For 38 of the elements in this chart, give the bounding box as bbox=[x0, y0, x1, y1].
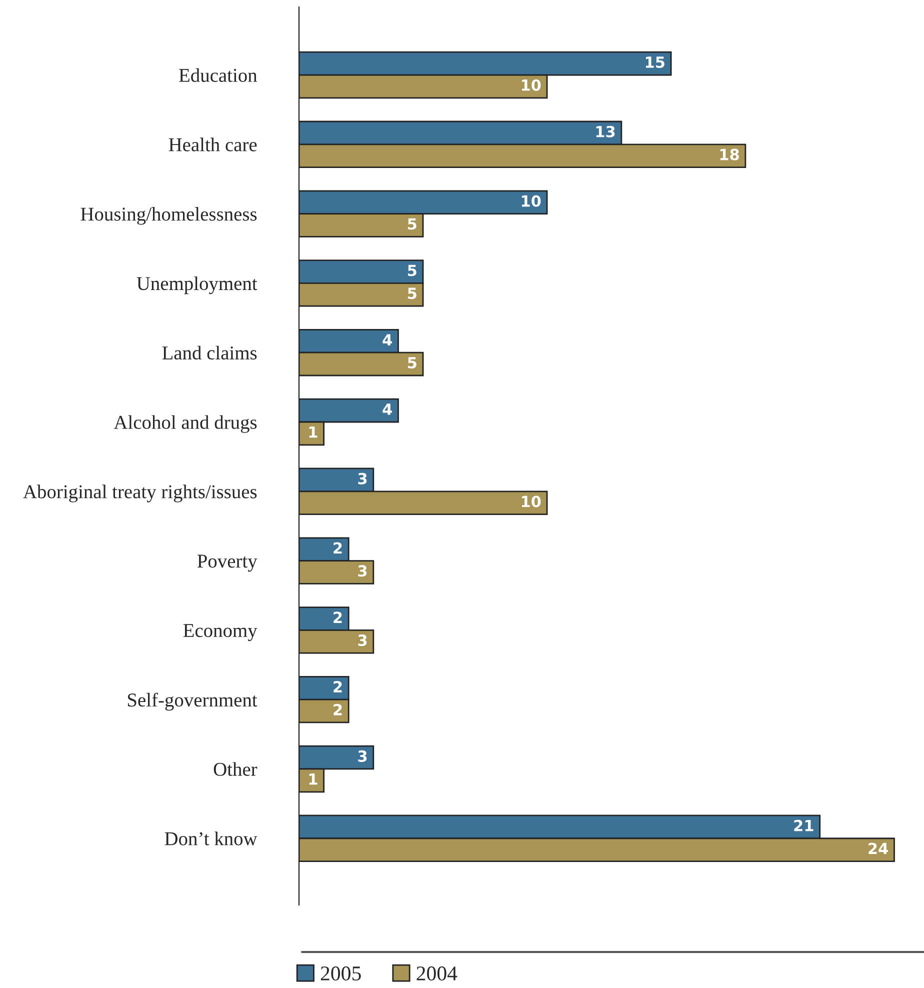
data-label: 2 bbox=[334, 612, 342, 623]
data-label: 18 bbox=[720, 148, 739, 160]
data-label: 4 bbox=[382, 334, 392, 346]
data-label: 3 bbox=[358, 634, 367, 646]
data-label: 5 bbox=[408, 288, 416, 300]
data-label: 3 bbox=[358, 750, 367, 762]
data-label: 24 bbox=[868, 842, 888, 854]
data-label: 1 bbox=[309, 774, 318, 785]
y-tick-label: Other bbox=[214, 762, 258, 776]
data-label: 21 bbox=[794, 820, 814, 832]
data-label: 3 bbox=[358, 472, 367, 484]
data-label: 5 bbox=[408, 218, 416, 230]
y-tick-label: Unemployment bbox=[136, 276, 258, 294]
data-label: 2 bbox=[334, 542, 342, 554]
data-label: 2 bbox=[334, 704, 342, 716]
y-tick-label: Land claims bbox=[162, 346, 257, 360]
data-label: 4 bbox=[382, 404, 392, 415]
data-label: 10 bbox=[522, 79, 541, 91]
y-tick-label: Housing/homelessness bbox=[80, 207, 257, 225]
data-label: 13 bbox=[596, 126, 615, 138]
data-label: 15 bbox=[646, 56, 664, 68]
y-tick-label: Aboriginal treaty rights/issues bbox=[23, 484, 257, 502]
data-label: 10 bbox=[522, 195, 541, 207]
y-tick-label: Self-government bbox=[128, 692, 258, 711]
data-label: 5 bbox=[408, 357, 416, 368]
data-label: 10 bbox=[522, 496, 541, 508]
y-tick-label: Don’t know bbox=[164, 832, 258, 846]
y-tick-label: Poverty bbox=[197, 554, 258, 572]
data-label: 1 bbox=[309, 426, 318, 438]
y-tick-label: Education bbox=[179, 68, 258, 82]
legend-label: 2005 bbox=[320, 966, 361, 980]
data-label: 3 bbox=[358, 565, 367, 577]
legend-label: 2004 bbox=[416, 966, 458, 980]
y-tick-label: Health care bbox=[168, 138, 257, 152]
y-tick-label: Economy bbox=[183, 624, 258, 642]
data-label: 2 bbox=[334, 681, 342, 692]
data-label: 5 bbox=[408, 264, 416, 276]
y-tick-label: Alcohol and drugs bbox=[114, 415, 257, 433]
